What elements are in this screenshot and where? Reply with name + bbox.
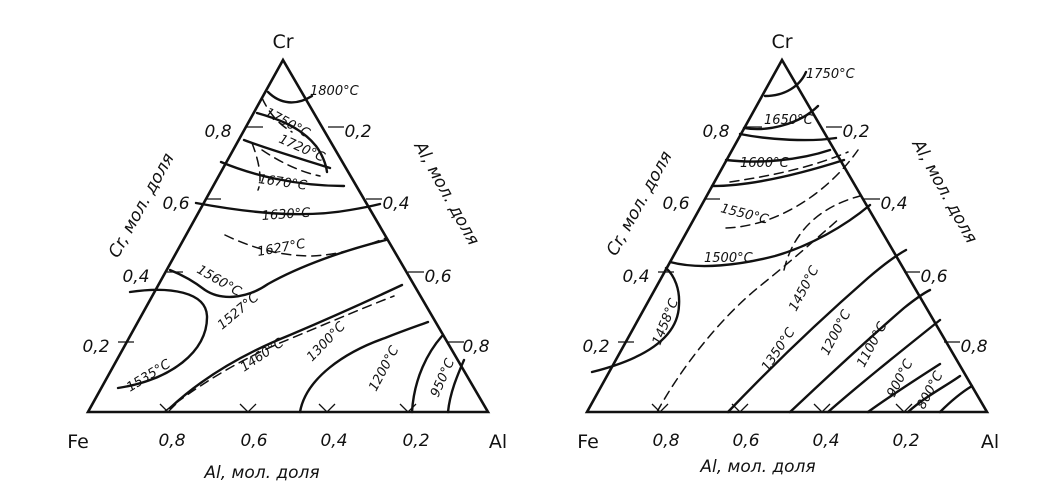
isotherm-label: 1627°C xyxy=(256,237,307,260)
right-tick-label: 0,8 xyxy=(462,337,489,357)
left-tick-label: 0,8 xyxy=(204,122,231,142)
isotherm-label: 1750°C xyxy=(806,67,856,82)
isotherm-label: 1450°C xyxy=(786,263,823,314)
isotherm-label: 1100°C xyxy=(854,319,891,370)
bottom-ticks xyxy=(159,403,417,413)
bottom-tick-label: 0,6 xyxy=(240,431,267,451)
right-tick-label: 0,8 xyxy=(960,337,987,357)
isotherm-label: 1500°C xyxy=(704,251,754,266)
vertex-al-label: Al xyxy=(489,431,507,453)
isotherm-lines xyxy=(590,70,974,414)
diagram-right: Cr Fe Al 0,2 0,4 0,6 0,8 0,2 0,4 0,6 0,8… xyxy=(577,31,999,477)
bottom-tick-label: 0,2 xyxy=(402,431,429,451)
left-tick-label: 0,2 xyxy=(82,337,109,357)
bottom-tick-label: 0,2 xyxy=(892,431,919,451)
left-tick-label: 0,8 xyxy=(702,122,729,142)
isotherm-label: 1600°C xyxy=(740,156,790,171)
left-tick-label: 0,2 xyxy=(582,337,609,357)
vertex-fe-label: Fe xyxy=(67,431,89,453)
dashed-lines xyxy=(656,149,861,413)
isotherm-label: 900°C xyxy=(884,356,917,400)
vertex-al-label: Al xyxy=(981,431,999,453)
vertex-cr-label: Cr xyxy=(272,31,293,53)
left-tick-label: 0,4 xyxy=(622,267,649,287)
isotherm-label: 1200°C xyxy=(366,343,403,394)
vertex-fe-label: Fe xyxy=(577,431,599,453)
isotherm-label: 1800°C xyxy=(310,84,360,99)
right-axis-title: Al, мол. доля xyxy=(409,137,483,248)
isotherm-label: 1535°C xyxy=(124,356,174,395)
isotherm-label: 1200°C xyxy=(818,307,855,358)
vertex-cr-label: Cr xyxy=(771,31,792,53)
dashed-lines xyxy=(163,97,395,413)
right-tick-label: 0,4 xyxy=(382,194,409,214)
isotherm-label: 1550°C xyxy=(719,201,771,228)
bottom-tick-label: 0,4 xyxy=(320,431,347,451)
right-tick-label: 0,6 xyxy=(424,267,451,287)
isotherm-lines xyxy=(116,90,466,414)
bottom-axis-title: Al, мол. доля xyxy=(203,463,319,483)
left-tick-label: 0,6 xyxy=(162,194,189,214)
right-ticks xyxy=(826,126,960,343)
bottom-tick-label: 0,6 xyxy=(732,431,759,451)
diagram-left: Cr Fe Al 0,2 0,4 0,6 0,8 0,2 0,4 0,6 0,8… xyxy=(67,31,507,483)
bottom-tick-label: 0,8 xyxy=(652,431,679,451)
bottom-ticks xyxy=(651,403,913,413)
triangle-frame xyxy=(85,57,491,414)
right-axis-title: Al, мол. доля xyxy=(907,135,981,246)
bottom-axis-title: Al, мол. доля xyxy=(699,457,815,477)
left-tick-label: 0,6 xyxy=(662,194,689,214)
right-tick-label: 0,2 xyxy=(344,122,371,142)
isotherm-label: 1350°C xyxy=(759,325,799,374)
bottom-tick-label: 0,8 xyxy=(158,431,185,451)
isotherm-label: 800°C xyxy=(914,368,947,412)
right-tick-label: 0,2 xyxy=(842,122,869,142)
right-tick-label: 0,4 xyxy=(880,194,907,214)
bottom-tick-label: 0,4 xyxy=(812,431,839,451)
left-tick-label: 0,4 xyxy=(122,267,149,287)
isotherm-label: 1630°C xyxy=(261,206,312,224)
isotherm-label: 950°C xyxy=(428,356,459,400)
isotherm-label: 1670°C xyxy=(257,172,308,194)
right-tick-label: 0,6 xyxy=(920,267,947,287)
triangle-frame xyxy=(584,57,990,414)
isotherm-label: 1458°C xyxy=(650,296,682,348)
isotherm-label: 1560°C xyxy=(194,262,244,300)
left-ticks xyxy=(618,126,762,343)
isotherm-label: 1650°C xyxy=(764,113,814,128)
right-ticks xyxy=(328,126,464,343)
